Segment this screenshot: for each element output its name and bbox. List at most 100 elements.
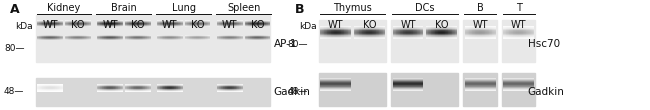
Bar <box>450 27 452 28</box>
Bar <box>401 37 402 38</box>
Bar <box>444 30 445 31</box>
Bar <box>355 27 356 28</box>
Bar <box>521 29 522 30</box>
Bar <box>488 26 489 27</box>
Bar <box>330 30 332 31</box>
Bar <box>401 31 402 32</box>
Bar <box>478 27 479 28</box>
Bar <box>372 38 373 39</box>
Bar <box>520 29 521 30</box>
Bar <box>348 36 349 37</box>
Bar <box>422 38 423 39</box>
Bar <box>417 28 418 29</box>
Bar <box>334 38 335 39</box>
Bar <box>377 30 378 31</box>
Bar <box>469 27 470 28</box>
Bar <box>422 30 423 31</box>
Bar <box>361 30 363 31</box>
Bar <box>468 34 469 35</box>
Bar <box>341 28 342 29</box>
Bar <box>376 33 377 34</box>
Bar <box>330 36 332 37</box>
Bar <box>358 36 359 37</box>
Bar <box>377 26 378 27</box>
Bar <box>489 30 490 31</box>
Bar <box>480 34 481 35</box>
Bar <box>327 35 328 36</box>
Bar <box>354 28 355 29</box>
Bar <box>512 32 513 33</box>
Bar <box>523 35 524 36</box>
Bar <box>335 35 336 36</box>
Bar <box>530 37 531 38</box>
Bar <box>355 30 356 31</box>
Bar <box>476 37 477 38</box>
Bar <box>346 32 348 33</box>
Bar <box>513 36 514 37</box>
Bar <box>370 34 371 35</box>
Bar <box>470 32 471 33</box>
Bar <box>411 27 412 28</box>
Bar <box>405 35 406 36</box>
Bar <box>343 30 344 31</box>
Bar <box>444 27 445 28</box>
Bar <box>417 29 418 30</box>
Bar <box>417 34 418 35</box>
Bar <box>384 27 385 28</box>
Bar <box>322 28 323 29</box>
Bar <box>370 36 371 37</box>
Bar <box>465 89 495 90</box>
Bar <box>477 27 478 28</box>
Text: KO: KO <box>71 20 84 30</box>
Bar <box>523 34 524 35</box>
Bar <box>472 38 473 39</box>
Bar <box>525 33 526 34</box>
Bar <box>438 38 439 39</box>
Bar <box>527 30 528 31</box>
Bar <box>405 27 406 28</box>
Bar <box>395 38 396 39</box>
Bar <box>478 26 479 27</box>
Bar <box>327 37 328 38</box>
Bar <box>430 28 431 29</box>
Bar <box>444 28 445 29</box>
Bar <box>527 29 528 30</box>
Bar <box>474 30 475 31</box>
Bar <box>488 33 489 34</box>
Bar <box>401 33 402 34</box>
Bar <box>421 37 422 38</box>
Bar <box>328 32 329 33</box>
Bar <box>393 87 423 88</box>
Bar <box>344 31 345 32</box>
Bar <box>409 33 410 34</box>
Bar <box>380 35 381 36</box>
Bar <box>467 31 468 32</box>
Bar <box>466 31 467 32</box>
Bar <box>373 28 374 29</box>
Bar <box>468 35 469 36</box>
Bar <box>531 33 532 34</box>
Bar <box>486 29 487 30</box>
Bar <box>370 33 371 34</box>
Bar <box>342 30 343 31</box>
Bar <box>360 38 361 39</box>
Bar <box>507 29 508 30</box>
Bar <box>449 29 450 30</box>
Bar <box>426 35 427 36</box>
Bar <box>339 35 340 36</box>
Bar <box>466 38 467 39</box>
Bar <box>336 36 337 37</box>
Bar <box>468 36 469 37</box>
Bar <box>491 31 493 32</box>
Bar <box>335 37 336 38</box>
Bar <box>367 35 368 36</box>
Bar <box>526 38 527 39</box>
Bar <box>345 26 346 27</box>
Bar <box>340 30 341 31</box>
Bar <box>525 32 526 33</box>
Bar <box>398 27 400 28</box>
Bar <box>371 34 372 35</box>
Bar <box>456 34 457 35</box>
Bar <box>465 37 466 38</box>
Bar <box>432 26 433 27</box>
